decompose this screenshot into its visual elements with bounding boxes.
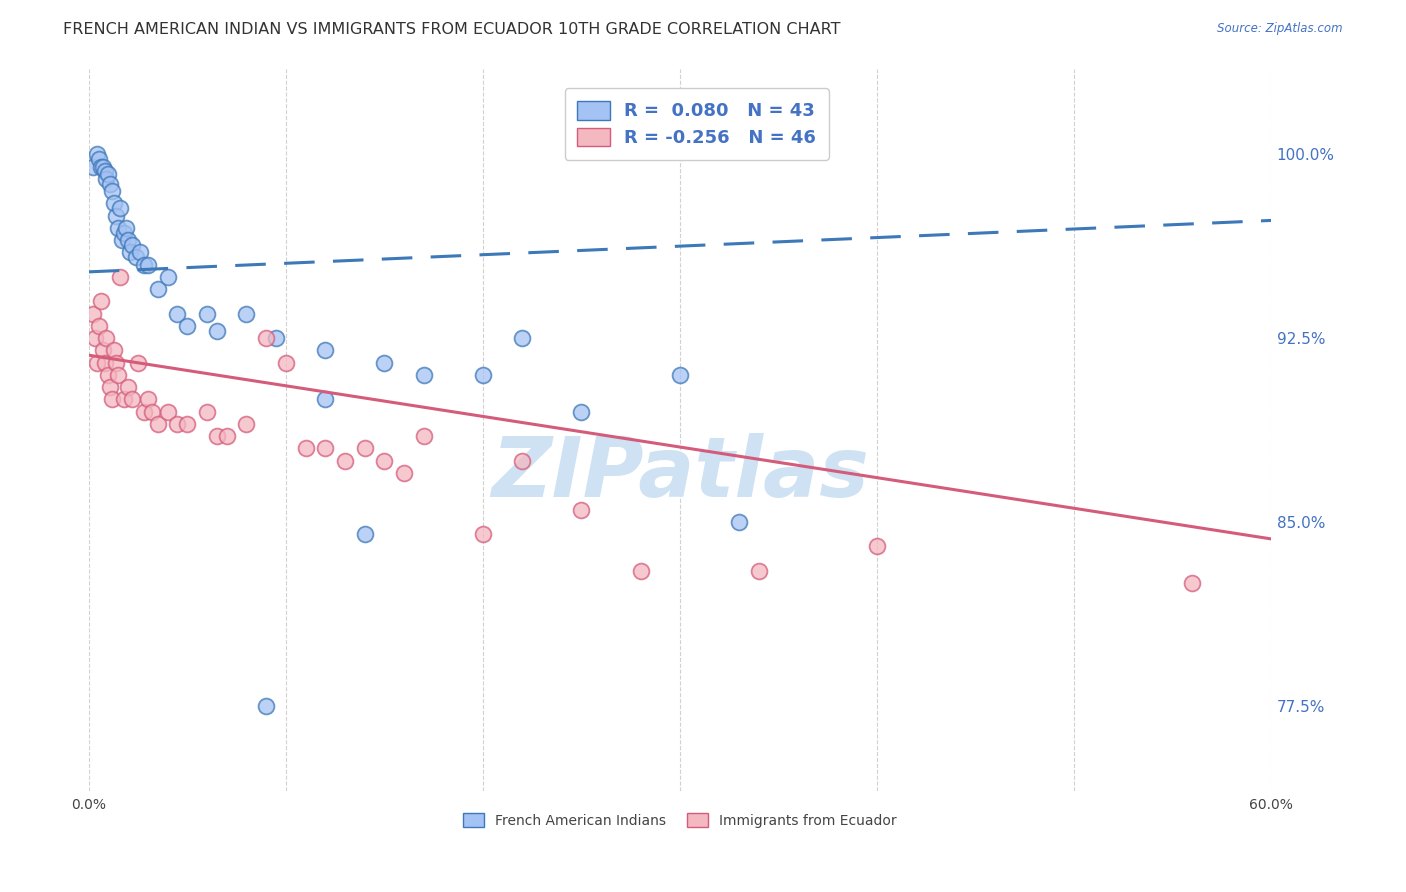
Point	[571, 404, 593, 418]
Point	[136, 392, 159, 407]
Point	[176, 318, 198, 333]
Point	[101, 184, 124, 198]
Point	[132, 258, 155, 272]
Point	[353, 527, 375, 541]
Point	[392, 466, 415, 480]
Point	[112, 226, 135, 240]
Point	[93, 164, 115, 178]
Point	[83, 331, 105, 345]
Point	[117, 380, 139, 394]
Point	[101, 392, 124, 407]
Point	[156, 269, 179, 284]
Point	[412, 368, 434, 382]
Point	[314, 392, 336, 407]
Point	[90, 160, 112, 174]
Point	[97, 167, 120, 181]
Point	[294, 442, 316, 456]
Point	[373, 355, 395, 369]
Point	[132, 404, 155, 418]
Point	[215, 429, 238, 443]
Point	[274, 355, 297, 369]
Point	[86, 355, 108, 369]
Point	[121, 392, 143, 407]
Point	[254, 698, 277, 713]
Point	[264, 331, 287, 345]
Point	[136, 258, 159, 272]
Point	[254, 331, 277, 345]
Point	[314, 343, 336, 358]
Point	[195, 306, 218, 320]
Point	[86, 147, 108, 161]
Point	[105, 355, 128, 369]
Point	[866, 539, 889, 553]
Point	[91, 343, 114, 358]
Point	[510, 331, 533, 345]
Point	[471, 527, 494, 541]
Point	[166, 306, 188, 320]
Point	[156, 404, 179, 418]
Point	[205, 324, 228, 338]
Point	[127, 355, 149, 369]
Point	[90, 294, 112, 309]
Point	[748, 564, 770, 578]
Text: ZIPatlas: ZIPatlas	[491, 433, 869, 514]
Text: FRENCH AMERICAN INDIAN VS IMMIGRANTS FROM ECUADOR 10TH GRADE CORRELATION CHART: FRENCH AMERICAN INDIAN VS IMMIGRANTS FRO…	[63, 22, 841, 37]
Point	[103, 196, 125, 211]
Legend: French American Indians, Immigrants from Ecuador: French American Indians, Immigrants from…	[457, 806, 904, 835]
Point	[728, 515, 751, 529]
Point	[471, 368, 494, 382]
Point	[100, 177, 122, 191]
Point	[205, 429, 228, 443]
Point	[96, 331, 118, 345]
Point	[314, 442, 336, 456]
Point	[103, 343, 125, 358]
Point	[195, 404, 218, 418]
Point	[129, 245, 152, 260]
Point	[571, 502, 593, 516]
Point	[373, 453, 395, 467]
Point	[97, 368, 120, 382]
Point	[110, 201, 132, 215]
Point	[121, 238, 143, 252]
Point	[353, 442, 375, 456]
Point	[412, 429, 434, 443]
Point	[107, 368, 129, 382]
Point	[125, 250, 148, 264]
Point	[107, 220, 129, 235]
Point	[112, 392, 135, 407]
Text: Source: ZipAtlas.com: Source: ZipAtlas.com	[1218, 22, 1343, 36]
Point	[87, 318, 110, 333]
Point	[100, 380, 122, 394]
Point	[235, 306, 257, 320]
Point	[91, 160, 114, 174]
Point	[93, 355, 115, 369]
Point	[117, 233, 139, 247]
Point	[115, 220, 138, 235]
Point	[669, 368, 692, 382]
Point	[510, 453, 533, 467]
Point	[235, 417, 257, 431]
Point	[630, 564, 652, 578]
Point	[141, 404, 163, 418]
Point	[146, 417, 169, 431]
Point	[110, 269, 132, 284]
Point	[82, 160, 104, 174]
Point	[333, 453, 356, 467]
Point	[105, 209, 128, 223]
Point	[111, 233, 134, 247]
Point	[146, 282, 169, 296]
Point	[96, 171, 118, 186]
Point	[1181, 576, 1204, 591]
Point	[120, 245, 142, 260]
Point	[82, 306, 104, 320]
Point	[166, 417, 188, 431]
Point	[87, 152, 110, 166]
Point	[176, 417, 198, 431]
